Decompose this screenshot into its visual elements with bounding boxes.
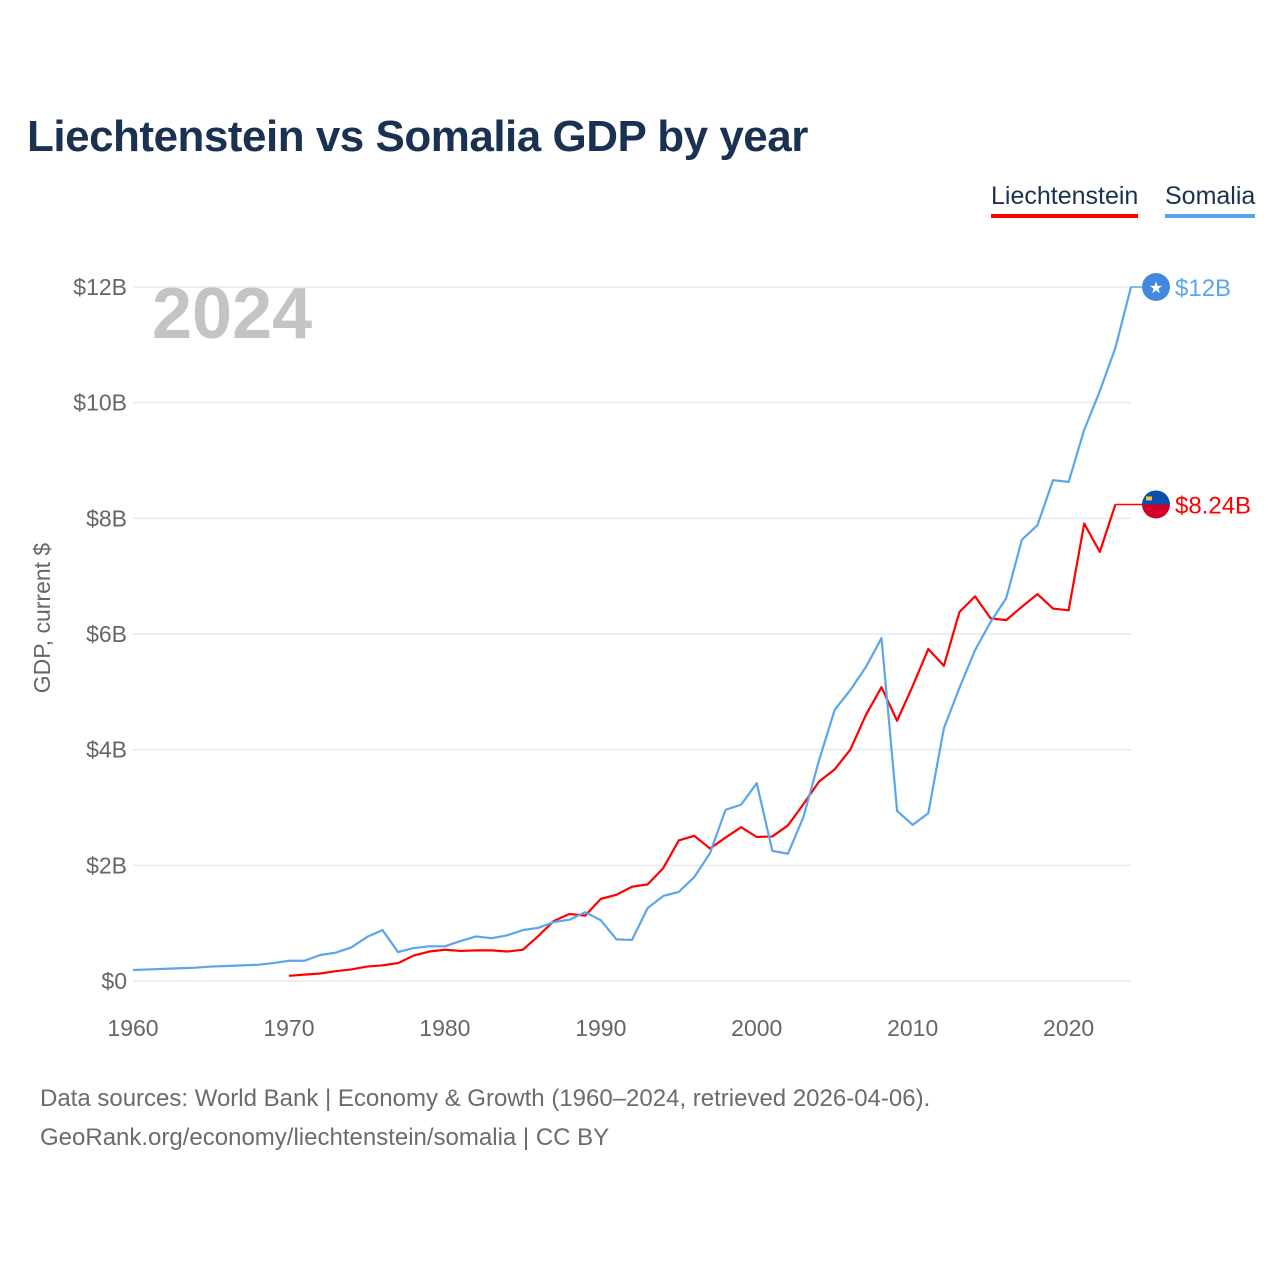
y-tick-label: $4B	[86, 737, 127, 763]
y-tick-label: $6B	[86, 621, 127, 647]
y-tick-label: $8B	[86, 505, 127, 531]
x-tick-label: 2010	[887, 1015, 938, 1041]
x-tick-label: 1960	[107, 1015, 158, 1041]
legend-somalia[interactable]: Somalia	[1165, 182, 1256, 218]
attribution-link[interactable]: GeoRank.org/economy/liechtenstein/somali…	[40, 1124, 610, 1151]
legend-liechtenstein[interactable]: Liechtenstein	[991, 182, 1139, 218]
somalia-flag-icon: ★	[1142, 273, 1170, 301]
end-value-label: $12B	[1175, 275, 1231, 302]
liechtenstein-flag-icon	[1142, 490, 1170, 519]
gdp-line-chart: $0 $2B $4B $6B $8B $10B $12B 1960 1970 1980 1990 2…	[29, 273, 1251, 1041]
series-line-liechtenstein	[288, 504, 1117, 977]
svg-text:★: ★	[1149, 280, 1163, 297]
y-axis-label: GDP, current $	[29, 543, 55, 694]
x-tick-label: 1970	[263, 1015, 314, 1041]
x-tick-label: 1980	[419, 1015, 470, 1041]
chart-title: Liechtenstein vs Somalia GDP by year	[27, 112, 808, 161]
y-tick-label: $2B	[86, 852, 127, 878]
y-tick-label: $0	[101, 968, 127, 994]
x-tick-label: 2000	[731, 1015, 782, 1041]
x-tick-label: 2020	[1043, 1015, 1094, 1041]
year-watermark: 2024	[152, 274, 312, 354]
series-line-somalia	[132, 286, 1133, 972]
x-tick-label: 1990	[575, 1015, 626, 1041]
y-tick-label: $12B	[73, 274, 127, 300]
y-tick-label: $10B	[73, 390, 127, 416]
end-value-label: $8.24B	[1175, 492, 1251, 519]
data-source-text: Data sources: World Bank | Economy & Gro…	[40, 1085, 931, 1112]
